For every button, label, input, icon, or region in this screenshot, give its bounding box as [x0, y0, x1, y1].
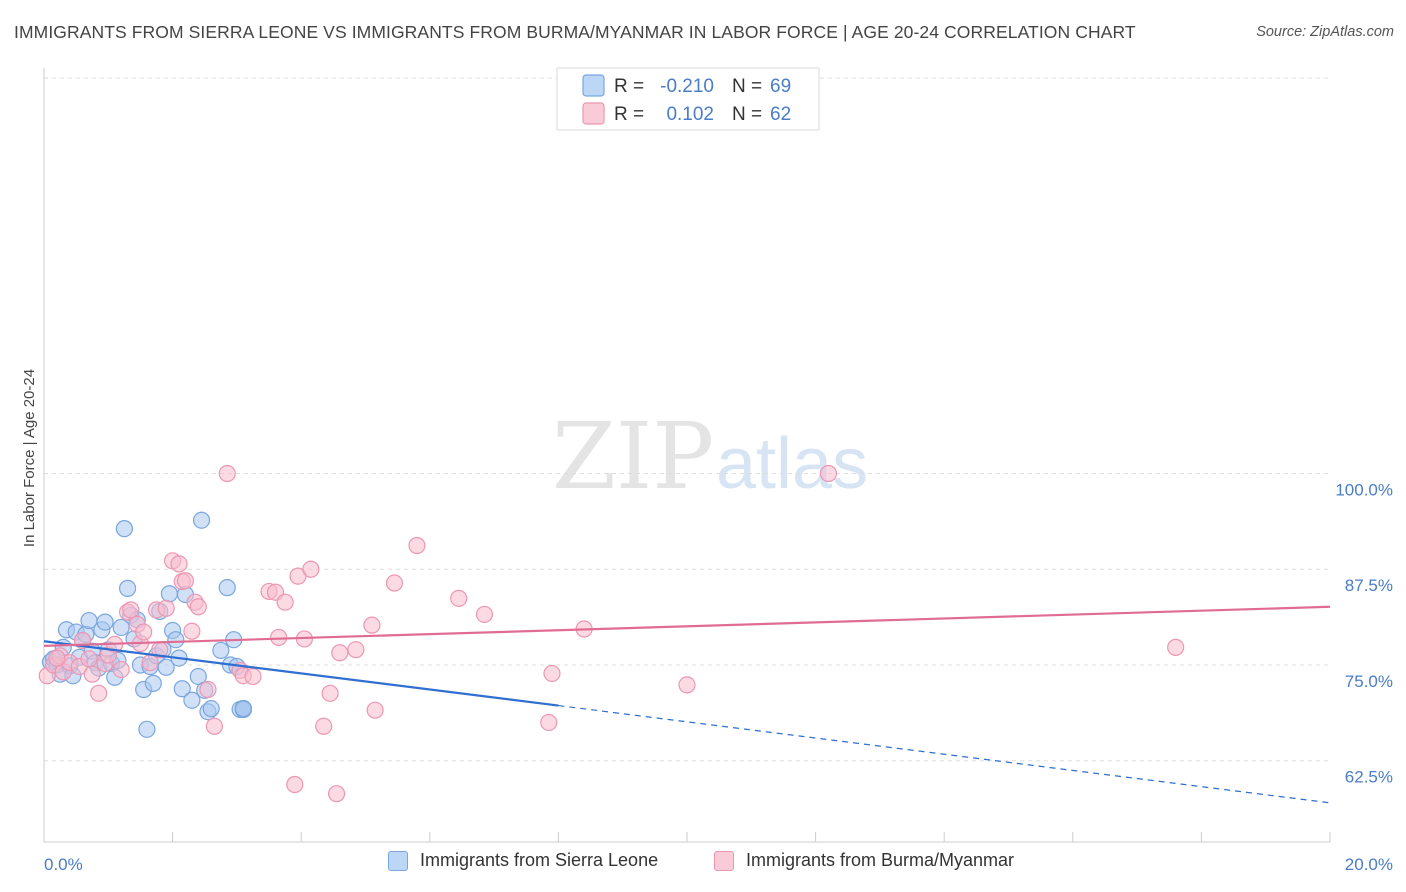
- trend-line-sierra-leone: [43, 640, 559, 707]
- point-burma: [678, 676, 696, 694]
- point-sierra-leone: [167, 631, 185, 649]
- point-burma: [83, 665, 101, 683]
- point-burma: [286, 775, 304, 794]
- point-burma: [244, 667, 262, 686]
- legend-n-label: N =: [732, 104, 762, 125]
- legend-n-value: 69: [770, 76, 791, 97]
- point-burma: [331, 644, 349, 662]
- point-sierra-leone: [234, 700, 252, 718]
- y-tick-label: 87.5%: [1345, 576, 1393, 595]
- point-burma: [543, 664, 561, 683]
- point-sierra-leone: [218, 579, 236, 597]
- grid-lines: 62.5% 75.0% 87.5% 100.0%: [44, 77, 1393, 787]
- legend-label-burma: Immigrants from Burma/Myanmar: [746, 850, 1015, 870]
- point-burma: [363, 616, 381, 634]
- point-burma: [205, 717, 223, 735]
- point-burma: [327, 785, 346, 803]
- watermark-atlas: atlas: [716, 424, 868, 504]
- chart-title: IMMIGRANTS FROM SIERRA LEONE VS IMMIGRAN…: [14, 22, 1136, 42]
- point-sierra-leone: [160, 585, 178, 603]
- point-sierra-leone: [173, 680, 191, 698]
- point-burma: [48, 649, 66, 667]
- point-burma: [450, 589, 468, 607]
- point-sierra-leone: [118, 579, 137, 597]
- point-burma: [276, 593, 294, 611]
- source-label: Source: ZipAtlas.com: [1256, 24, 1394, 40]
- watermark: ZIP atlas: [552, 403, 868, 510]
- point-burma: [135, 623, 153, 641]
- point-burma: [315, 717, 333, 735]
- bottom-legend: Immigrants from Sierra Leone Immigrants …: [0, 850, 1406, 880]
- point-sierra-leone: [202, 700, 220, 718]
- point-sierra-leone: [157, 658, 175, 676]
- point-burma: [183, 622, 201, 640]
- point-sierra-leone: [189, 667, 207, 686]
- trend-line-sierra-leone-projection: [558, 704, 1331, 804]
- y-tick-label: 75.0%: [1345, 672, 1393, 691]
- data-points: [38, 464, 1185, 803]
- point-burma: [347, 641, 365, 659]
- point-burma: [218, 464, 236, 483]
- legend-swatch: [582, 102, 605, 125]
- legend-r-label: R =: [614, 104, 644, 125]
- legend-item-burma[interactable]: Immigrants from Burma/Myanmar: [714, 850, 1014, 871]
- point-burma: [1167, 638, 1185, 656]
- legend-n-value: 62: [770, 104, 791, 125]
- y-axis-label: In Labor Force | Age 20-24: [21, 369, 38, 547]
- point-sierra-leone: [192, 511, 211, 529]
- point-burma: [170, 555, 188, 573]
- y-tick-label: 62.5%: [1345, 768, 1393, 787]
- trend-line-burma: [43, 605, 1331, 647]
- legend-swatch: [582, 74, 605, 97]
- x-tick-label-max: 20.0%: [1345, 855, 1393, 874]
- point-burma: [302, 560, 320, 578]
- point-burma: [819, 464, 838, 483]
- legend-item-sierra-leone[interactable]: Immigrants from Sierra Leone: [388, 850, 658, 871]
- point-burma: [189, 598, 207, 616]
- trend-lines: [43, 605, 1331, 804]
- point-sierra-leone: [115, 520, 133, 538]
- point-burma: [112, 660, 130, 679]
- point-burma: [475, 605, 494, 624]
- legend-label-sierra-leone: Immigrants from Sierra Leone: [420, 850, 659, 870]
- legend-swatch-blue: [388, 850, 408, 871]
- legend-r-value: 0.102: [666, 104, 714, 125]
- legend: R = -0.210 N = 69 R = 0.102 N = 62: [556, 67, 820, 131]
- point-burma: [176, 572, 195, 590]
- watermark-zip: ZIP: [552, 403, 714, 510]
- y-tick-label: 100.0%: [1335, 480, 1393, 499]
- point-burma: [80, 650, 98, 668]
- legend-swatch-pink: [714, 850, 734, 871]
- point-burma: [321, 684, 339, 702]
- point-sierra-leone: [212, 641, 230, 660]
- point-burma: [270, 628, 288, 647]
- point-sierra-leone: [96, 613, 114, 631]
- legend-n-label: N =: [732, 76, 762, 97]
- point-burma: [199, 680, 217, 699]
- point-sierra-leone: [138, 720, 156, 738]
- point-sierra-leone: [183, 691, 201, 709]
- point-sierra-leone: [112, 618, 130, 637]
- x-tick-label-min: 0.0%: [44, 855, 83, 874]
- point-burma: [90, 684, 108, 702]
- point-burma: [385, 574, 404, 592]
- point-burma: [408, 536, 426, 555]
- point-burma: [366, 701, 384, 719]
- legend-r-value: -0.210: [660, 76, 714, 97]
- point-sierra-leone: [144, 674, 162, 692]
- legend-r-label: R =: [614, 76, 644, 97]
- point-burma: [122, 601, 140, 619]
- point-burma: [157, 599, 175, 617]
- point-burma: [540, 713, 558, 732]
- axes: 0.0% 20.0% In Labor Force | Age 20-24: [21, 68, 1393, 874]
